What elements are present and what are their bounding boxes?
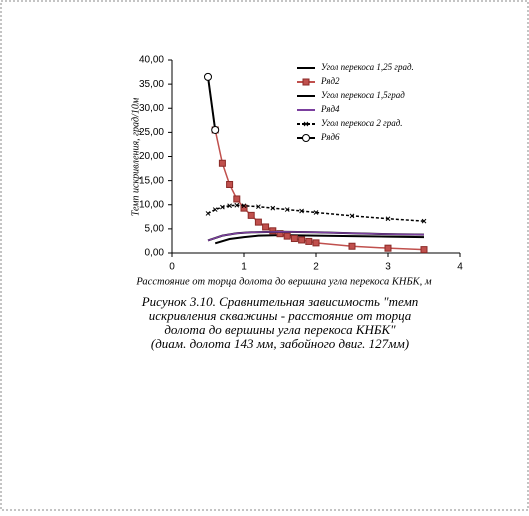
legend-label: Ряд6 <box>320 132 340 142</box>
series-line <box>214 234 425 245</box>
marker <box>385 216 391 222</box>
marker <box>204 72 212 81</box>
y-tick-label: 20,00 <box>139 151 164 162</box>
y-tick-label: 5,00 <box>145 224 165 235</box>
legend-label: Угол перекоса 2 град. <box>321 118 403 128</box>
caption-line: (диам. долота 143 мм, забойного двиг. 12… <box>151 336 409 351</box>
x-tick-label: 0 <box>169 262 175 273</box>
marker <box>211 125 220 134</box>
marker <box>302 78 310 86</box>
marker <box>290 235 298 243</box>
marker <box>269 227 277 235</box>
marker <box>212 207 218 212</box>
marker <box>227 203 232 209</box>
y-tick-label: 0,00 <box>145 248 165 259</box>
caption: Рисунок 3.10. Сравнительная зависимость … <box>141 294 419 351</box>
x-tick-label: 4 <box>457 262 463 273</box>
marker <box>256 204 261 210</box>
y-tick-label: 10,00 <box>139 199 164 210</box>
y-tick-label: 35,00 <box>139 79 164 90</box>
marker <box>299 208 304 214</box>
marker <box>298 236 306 244</box>
marker <box>205 211 211 216</box>
marker <box>420 246 428 254</box>
marker <box>262 223 270 231</box>
marker <box>226 180 234 188</box>
marker <box>283 232 291 240</box>
marker <box>313 210 319 215</box>
marker <box>421 218 427 224</box>
x-tick-label: 1 <box>241 262 247 273</box>
y-tick-label: 15,00 <box>139 175 164 186</box>
marker <box>348 242 356 250</box>
marker <box>276 230 284 238</box>
marker <box>234 202 240 208</box>
x-axis-title: Расстояние от торца долота до вершина уг… <box>135 276 431 287</box>
marker <box>312 239 320 247</box>
marker <box>241 203 247 209</box>
marker <box>254 218 262 226</box>
marker <box>384 244 392 252</box>
y-tick-label: 25,00 <box>139 127 164 138</box>
legend-label: Угол перекоса 1,25 град. <box>321 62 414 72</box>
legend-label: Ряд2 <box>320 76 340 86</box>
y-tick-label: 40,00 <box>139 55 164 66</box>
legend-label: Ряд4 <box>320 104 340 114</box>
marker <box>270 205 276 211</box>
caption-line: Рисунок 3.10. Сравнительная зависимость … <box>141 294 419 309</box>
series-line <box>207 231 425 242</box>
marker <box>284 207 290 212</box>
caption-line: искривления скважины - расстояние от тор… <box>149 308 412 323</box>
marker <box>247 211 255 219</box>
marker <box>349 213 355 219</box>
marker <box>218 159 226 167</box>
caption-line: долота до вершины угла перекоса КНБК" <box>164 322 396 337</box>
marker <box>302 134 310 142</box>
x-tick-label: 2 <box>313 262 319 273</box>
series-line <box>207 76 217 131</box>
marker <box>233 195 241 203</box>
marker <box>305 237 313 245</box>
legend-label: Угол перекоса 1,5град <box>321 90 405 100</box>
y-tick-label: 30,00 <box>139 103 164 114</box>
series-line <box>207 204 425 222</box>
marker <box>220 204 225 210</box>
marker <box>303 121 309 127</box>
y-axis-title: Темп искривления, град/10м <box>130 97 141 216</box>
x-tick-label: 3 <box>385 262 391 273</box>
